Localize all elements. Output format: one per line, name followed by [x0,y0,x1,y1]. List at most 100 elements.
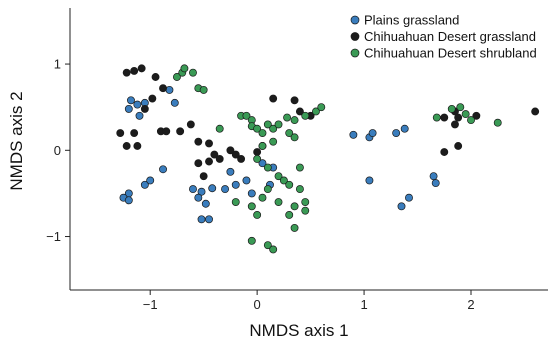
data-point [221,185,230,194]
data-point [146,176,155,185]
data-point [258,129,267,137]
data-point [201,199,210,208]
data-point [215,124,224,133]
x-tick-label: 0 [254,297,261,312]
data-point [283,113,292,122]
data-point [295,163,304,172]
data-point [151,73,160,81]
legend-label: Chihuahuan Desert grassland [364,29,536,44]
data-point [454,113,463,122]
data-point [140,180,149,189]
data-point [247,189,256,198]
series-2-points [116,64,540,181]
data-point [392,129,401,137]
data-point [274,198,283,206]
data-point [205,215,213,224]
data-point [312,107,320,116]
data-point [263,120,272,129]
legend-item: Chihuahuan Desert grassland [350,29,536,44]
data-point [301,206,310,215]
data-point [159,165,167,174]
data-point [285,129,294,137]
data-point [194,193,203,202]
data-point [290,133,299,142]
data-point [263,185,272,194]
data-point [440,113,449,122]
data-point [135,111,144,120]
x-tick-label: 2 [467,297,474,312]
legend-marker [350,32,360,41]
data-point [210,150,219,159]
data-point [472,111,481,120]
data-point [237,154,246,163]
data-point [290,202,299,211]
data-point [165,85,174,94]
legend-marker [350,48,360,58]
data-point [253,148,262,156]
data-point [133,142,142,150]
data-point [205,139,213,148]
data-point [242,111,251,120]
data-point [269,94,278,103]
data-point [461,110,470,119]
legend-item: Chihuahuan Desert shrubland [350,46,537,61]
data-point [263,241,272,250]
x-tick-label: −1 [143,297,158,312]
data-point [127,96,135,105]
data-point [231,150,240,159]
data-point [162,127,171,136]
data-point [285,180,294,189]
data-point [451,120,459,129]
data-point [159,84,167,93]
data-point [447,104,456,113]
data-point [432,113,441,122]
data-point [197,187,206,196]
data-point [199,85,208,94]
data-point [247,236,256,245]
data-point [429,172,438,181]
data-point [205,157,213,166]
data-point [467,116,475,125]
data-point [253,124,262,133]
legend-item: Plains grassland [350,13,459,28]
data-point [122,142,131,150]
data-point [263,163,272,172]
data-point [431,179,440,188]
data-point [130,129,139,137]
data-point [189,68,197,77]
data-point [454,142,463,150]
legend-label: Chihuahuan Desert shrubland [364,46,537,61]
data-point [170,98,179,107]
legend-marker [350,15,360,25]
data-point [269,124,278,133]
data-point [274,172,283,181]
data-point [253,211,262,219]
data-point [365,176,374,185]
data-point [148,94,157,103]
data-point [400,124,409,133]
y-tick-label: 0 [54,143,61,158]
data-point [208,184,217,193]
data-point [290,116,299,125]
data-point [274,120,283,129]
data-point [242,176,251,185]
data-point [226,146,235,155]
data-point [215,154,224,163]
data-point [349,130,358,139]
data-point [186,120,195,129]
data-point [269,245,278,254]
data-point [116,129,125,137]
data-point [258,193,267,202]
data-point [231,198,240,206]
x-axis-ticks: −1 0 1 2 [143,290,475,312]
data-point [140,104,149,113]
data-point [194,137,203,146]
data-point [295,185,304,194]
data-point [493,118,502,127]
x-tick-label: 1 [360,297,367,312]
axes: −1 0 1 2 −1 0 1 [46,8,548,312]
data-point [180,64,189,73]
series-3-points [172,64,502,254]
